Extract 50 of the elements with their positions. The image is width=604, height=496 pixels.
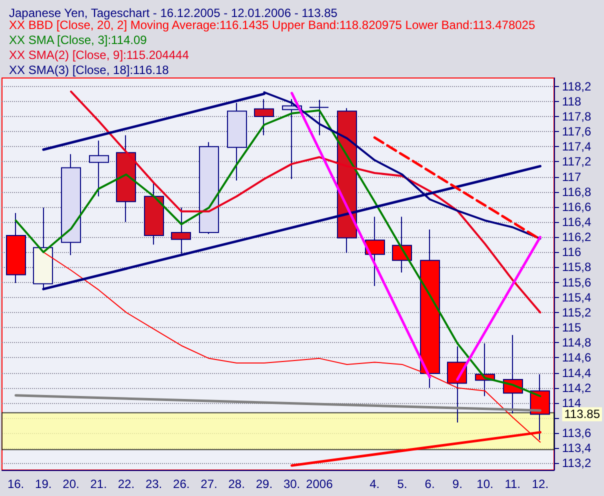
x-tick-label: 30. bbox=[283, 477, 300, 491]
x-tick-label: 26. bbox=[173, 477, 190, 491]
y-tick-label: 116,2 bbox=[562, 230, 592, 244]
y-tick-label: 113,2 bbox=[562, 456, 592, 470]
x-tick-label: 20. bbox=[62, 477, 80, 491]
y-tick-label: 115,4 bbox=[562, 290, 592, 304]
x-tick-label: 23. bbox=[145, 477, 162, 491]
y-tick-label: 113,6 bbox=[562, 426, 592, 440]
y-tick-label: 117,8 bbox=[562, 109, 592, 124]
x-tick-label: 2006 bbox=[306, 477, 334, 491]
chart-title: Japanese Yen, Tageschart - 16.12.2005 - 12.01.2006 - 113.85 bbox=[9, 6, 338, 20]
x-tick-label: 29. bbox=[256, 477, 273, 491]
x-tick-label: 22. bbox=[118, 477, 135, 491]
y-tick-label: 117,6 bbox=[562, 124, 592, 139]
x-tick-label: 5. bbox=[397, 477, 408, 491]
x-tick-label: 27. bbox=[200, 477, 218, 491]
x-tick-label: 19. bbox=[35, 477, 52, 491]
y-tick-label: 117 bbox=[562, 170, 582, 184]
text: XX SMA [Close, 3]:114.09 bbox=[9, 33, 148, 47]
y-tick-label: 115 bbox=[562, 320, 582, 335]
y-tick-label: 115,6 bbox=[562, 275, 592, 290]
x-tick-label: 28. bbox=[228, 477, 245, 491]
x-tick-label: 12. bbox=[532, 477, 549, 491]
y-tick-label: 113,4 bbox=[562, 441, 592, 456]
y-tick-label: 114 bbox=[562, 396, 582, 410]
text: XX SMA(3) [Close, 18]:116.18 bbox=[9, 63, 170, 77]
y-tick-label: 117,4 bbox=[562, 140, 592, 154]
y-tick-label: 114,4 bbox=[562, 366, 592, 380]
x-tick-label: 10. bbox=[476, 477, 494, 491]
y-tick-label: 116 bbox=[562, 245, 582, 260]
y-tick-label: 115,8 bbox=[562, 260, 592, 274]
y-tick-label: 114,6 bbox=[562, 350, 592, 365]
x-tick-label: 16. bbox=[7, 477, 24, 491]
text: XX SMA(2) [Close, 9]:115.204444 bbox=[9, 48, 190, 62]
y-tick-label: 117,2 bbox=[562, 154, 592, 169]
x-tick-label: 21. bbox=[90, 477, 107, 491]
y-tick-label: 118 bbox=[562, 94, 582, 108]
y-tick-label: 114,8 bbox=[562, 336, 592, 350]
text: XX BBD [Close, 20, 2] Moving Average:116.1435 Upper Band:118.820975 Lower Band:113.478025 bbox=[9, 18, 536, 32]
x-tick-label: 6. bbox=[424, 477, 435, 491]
y-tick-label: 118,2 bbox=[562, 79, 592, 94]
y-tick-label: 116,4 bbox=[562, 214, 592, 229]
y-tick-label: 114,2 bbox=[562, 380, 592, 395]
x-tick-label: 4. bbox=[370, 477, 380, 491]
text: 113.85 bbox=[564, 407, 600, 422]
y-tick-label: 115,2 bbox=[562, 305, 592, 320]
y-tick-label: 116,8 bbox=[562, 184, 592, 199]
y-tick-label: 116,6 bbox=[562, 200, 592, 214]
x-tick-label: 11. bbox=[504, 477, 520, 491]
x-tick-label: 9. bbox=[452, 477, 462, 491]
